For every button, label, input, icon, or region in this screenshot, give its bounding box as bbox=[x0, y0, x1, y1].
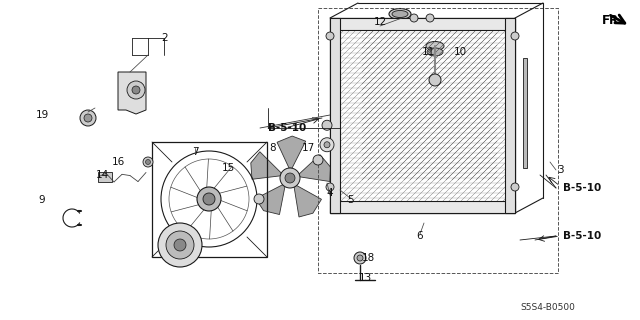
Circle shape bbox=[511, 32, 519, 40]
Text: 13: 13 bbox=[358, 273, 372, 283]
Bar bbox=[98, 172, 112, 182]
Bar bbox=[318, 8, 558, 273]
Polygon shape bbox=[251, 152, 282, 179]
Circle shape bbox=[324, 142, 330, 148]
Ellipse shape bbox=[427, 48, 443, 56]
Text: 6: 6 bbox=[417, 231, 423, 241]
Circle shape bbox=[143, 157, 153, 167]
Circle shape bbox=[145, 159, 150, 164]
Text: 12: 12 bbox=[373, 17, 387, 27]
Circle shape bbox=[203, 193, 215, 205]
Polygon shape bbox=[256, 185, 285, 214]
Bar bbox=[523, 58, 527, 168]
Circle shape bbox=[174, 239, 186, 251]
Bar bbox=[152, 142, 267, 257]
Circle shape bbox=[426, 14, 434, 22]
Circle shape bbox=[313, 155, 323, 165]
Text: 14: 14 bbox=[95, 170, 109, 180]
Circle shape bbox=[127, 81, 145, 99]
Text: 5: 5 bbox=[347, 195, 353, 205]
Circle shape bbox=[158, 223, 202, 267]
Text: B-5-10: B-5-10 bbox=[563, 183, 601, 193]
Text: 4: 4 bbox=[326, 188, 333, 198]
Text: 8: 8 bbox=[269, 143, 276, 153]
Circle shape bbox=[410, 14, 418, 22]
Ellipse shape bbox=[426, 42, 444, 51]
Text: S5S4-B0500: S5S4-B0500 bbox=[520, 303, 575, 313]
Text: 9: 9 bbox=[38, 195, 45, 205]
Text: 19: 19 bbox=[35, 110, 49, 120]
Circle shape bbox=[280, 168, 300, 188]
Text: 10: 10 bbox=[453, 47, 467, 57]
Text: 16: 16 bbox=[111, 157, 125, 167]
Circle shape bbox=[197, 187, 221, 211]
Polygon shape bbox=[294, 186, 321, 217]
Circle shape bbox=[166, 231, 194, 259]
Circle shape bbox=[326, 32, 334, 40]
Text: 7: 7 bbox=[192, 147, 198, 157]
Polygon shape bbox=[299, 155, 331, 181]
Bar bbox=[330, 18, 515, 30]
Circle shape bbox=[320, 138, 334, 152]
Circle shape bbox=[357, 255, 363, 261]
Polygon shape bbox=[118, 72, 146, 114]
Text: 2: 2 bbox=[162, 33, 168, 43]
Ellipse shape bbox=[389, 9, 411, 20]
Circle shape bbox=[326, 183, 334, 191]
Circle shape bbox=[511, 183, 519, 191]
Circle shape bbox=[84, 114, 92, 122]
Bar bbox=[330, 18, 515, 213]
Text: FR.: FR. bbox=[602, 13, 624, 27]
Bar bbox=[330, 201, 515, 213]
Bar bbox=[330, 18, 340, 213]
Text: 18: 18 bbox=[362, 253, 374, 263]
Bar bbox=[505, 18, 515, 213]
Polygon shape bbox=[277, 136, 306, 168]
Text: 11: 11 bbox=[421, 47, 435, 57]
Ellipse shape bbox=[392, 11, 408, 18]
Circle shape bbox=[354, 252, 366, 264]
Text: 3: 3 bbox=[557, 165, 563, 175]
Text: 17: 17 bbox=[301, 143, 315, 153]
Circle shape bbox=[80, 110, 96, 126]
Circle shape bbox=[132, 86, 140, 94]
Circle shape bbox=[322, 120, 332, 130]
Text: B-5-10: B-5-10 bbox=[268, 123, 307, 133]
Circle shape bbox=[254, 194, 264, 204]
Circle shape bbox=[285, 173, 295, 183]
Circle shape bbox=[429, 74, 441, 86]
Text: B-5-10: B-5-10 bbox=[563, 231, 601, 241]
Text: 15: 15 bbox=[221, 163, 235, 173]
